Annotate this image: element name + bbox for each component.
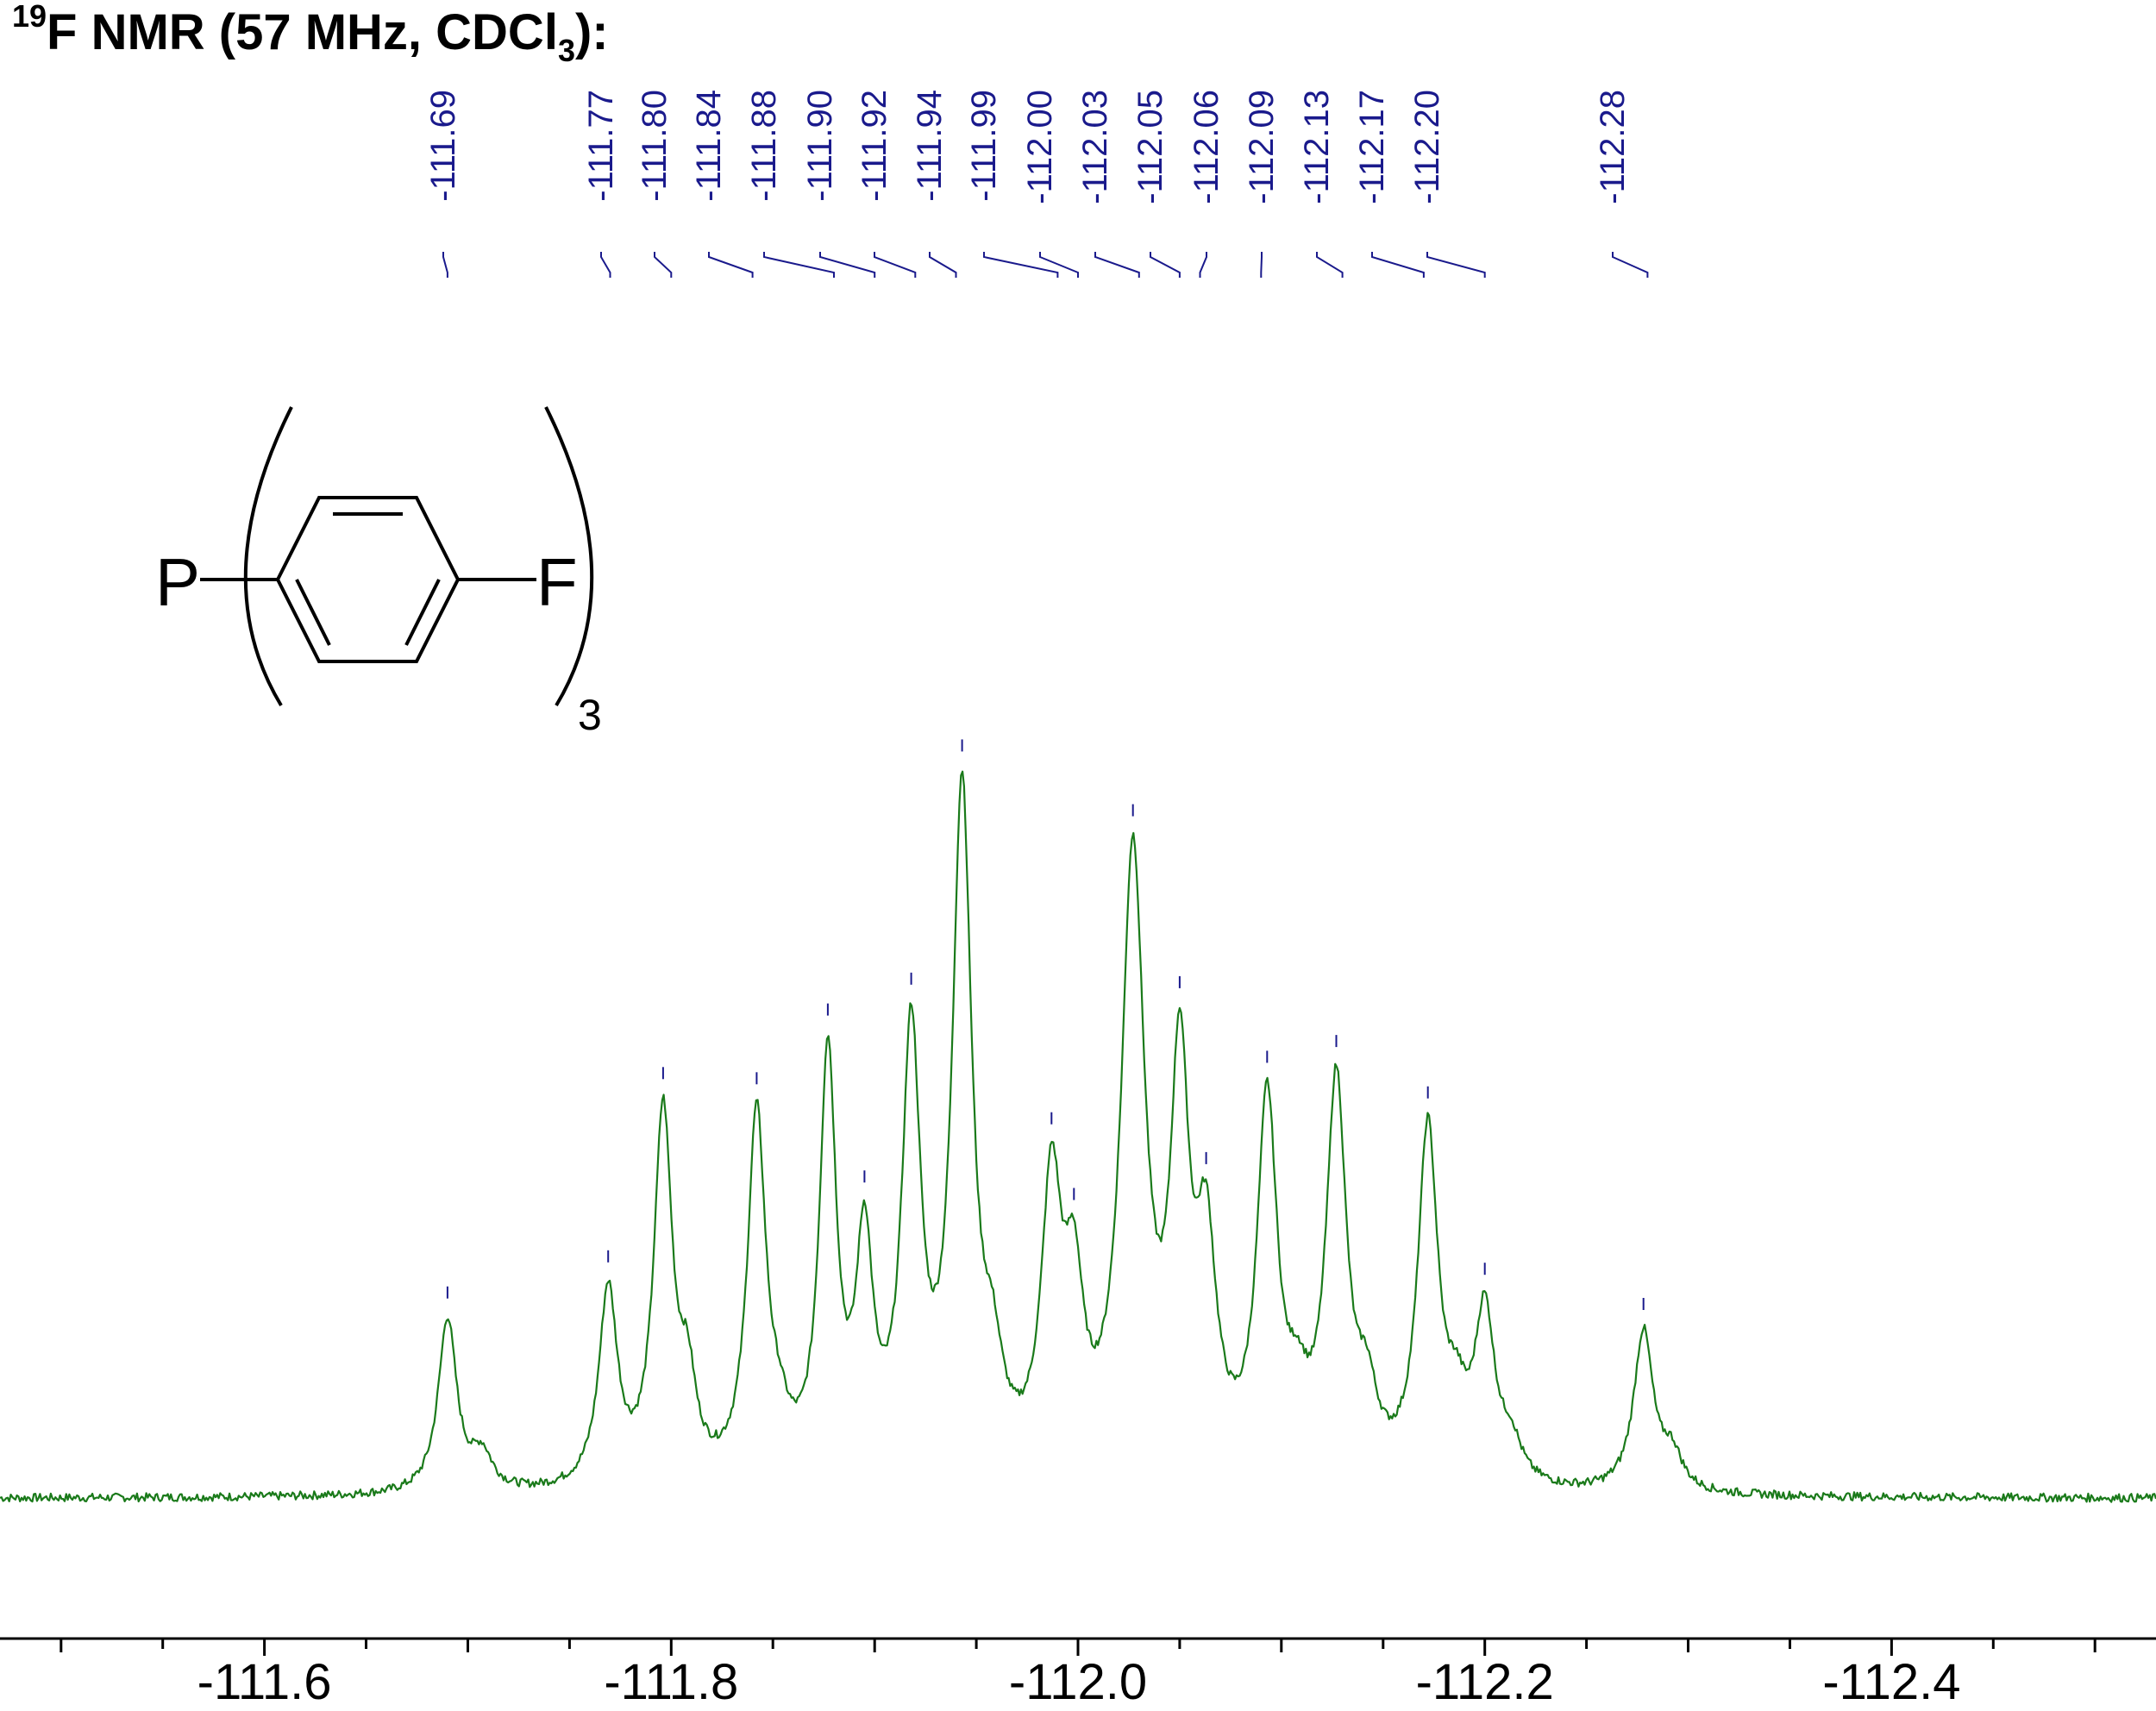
- peak-label-connector: [1371, 252, 1425, 278]
- peak-label-connector: [1316, 252, 1344, 278]
- right-parenthesis: [544, 406, 594, 707]
- peak-label-connector: [763, 252, 835, 278]
- benzene-ring: [275, 496, 461, 663]
- peak-label-connector: [1612, 252, 1649, 278]
- peak-label: -111.88: [745, 90, 783, 202]
- peak-label-connector: [1039, 252, 1079, 278]
- peak-label-connector: [1199, 252, 1207, 278]
- peak-label: -112.17: [1353, 90, 1391, 204]
- spectrum-title: 19F NMR (57 MHz, CDCl3):: [12, 1, 609, 66]
- x-tick-label: -112.4: [1822, 1654, 1960, 1710]
- peak-label-connector: [1426, 252, 1486, 278]
- peak-label-connector: [442, 252, 448, 278]
- ring-double-bond-lower-left: [295, 579, 331, 646]
- peak-label: -112.06: [1188, 90, 1225, 204]
- peak-label: -111.77: [582, 90, 620, 202]
- title-subscript: 3: [557, 33, 575, 68]
- peak-label-connector: [983, 252, 1059, 278]
- ring-double-bond-right: [404, 579, 441, 646]
- peak-label-connector: [1260, 252, 1263, 278]
- peak-label-connector: [874, 252, 917, 278]
- peak-label-connector: [1094, 252, 1140, 278]
- peak-label-connector: [654, 252, 673, 278]
- peak-label-connector: [708, 252, 754, 278]
- peak-label: -111.69: [424, 90, 462, 202]
- title-suffix: ):: [574, 4, 609, 60]
- title-mass-number: 19: [12, 0, 47, 34]
- peak-label: -112.00: [1021, 90, 1059, 204]
- peak-label-connector: [1150, 252, 1181, 278]
- x-axis: -111.6 -111.8 -112.0 -112.2 -112.4: [0, 1637, 2156, 1710]
- spectrum-line: [0, 770, 2156, 1503]
- peak-label: -111.80: [636, 90, 674, 202]
- left-parenthesis: [243, 406, 293, 707]
- peak-label: -111.92: [856, 90, 893, 202]
- peak-label-connector: [600, 252, 611, 278]
- peak-label: -112.20: [1408, 90, 1446, 204]
- x-tick-label: -112.0: [1009, 1654, 1147, 1710]
- peak-label: -112.28: [1594, 90, 1632, 204]
- peak-label: -112.05: [1131, 90, 1169, 204]
- peak-label: -111.94: [911, 90, 949, 202]
- x-tick-label: -111.8: [604, 1654, 738, 1710]
- peak-label-connector: [819, 252, 876, 278]
- fluorine-atom: F: [536, 544, 578, 620]
- title-main: F NMR (57 MHz, CDCl: [47, 4, 558, 60]
- phosphorus-atom: P: [155, 544, 200, 620]
- peak-label: -112.13: [1298, 90, 1336, 204]
- peak-label-connector: [929, 252, 957, 278]
- peak-label: -111.99: [965, 90, 1003, 202]
- peak-label: -111.84: [690, 90, 728, 202]
- peak-label-layer: -111.69 -111.77 -111.80 -111.84 -111.88 -111.…: [424, 90, 1649, 278]
- molecule-structure: P F 3: [155, 406, 602, 739]
- peak-label: -112.09: [1243, 90, 1281, 204]
- multiplicity-subscript: 3: [578, 691, 602, 739]
- x-tick-label: -111.6: [197, 1654, 332, 1710]
- peak-label: -111.90: [801, 90, 839, 202]
- x-tick-label: -112.2: [1416, 1654, 1554, 1710]
- peak-tick-layer: [446, 739, 1645, 1310]
- peak-label: -112.03: [1076, 90, 1114, 204]
